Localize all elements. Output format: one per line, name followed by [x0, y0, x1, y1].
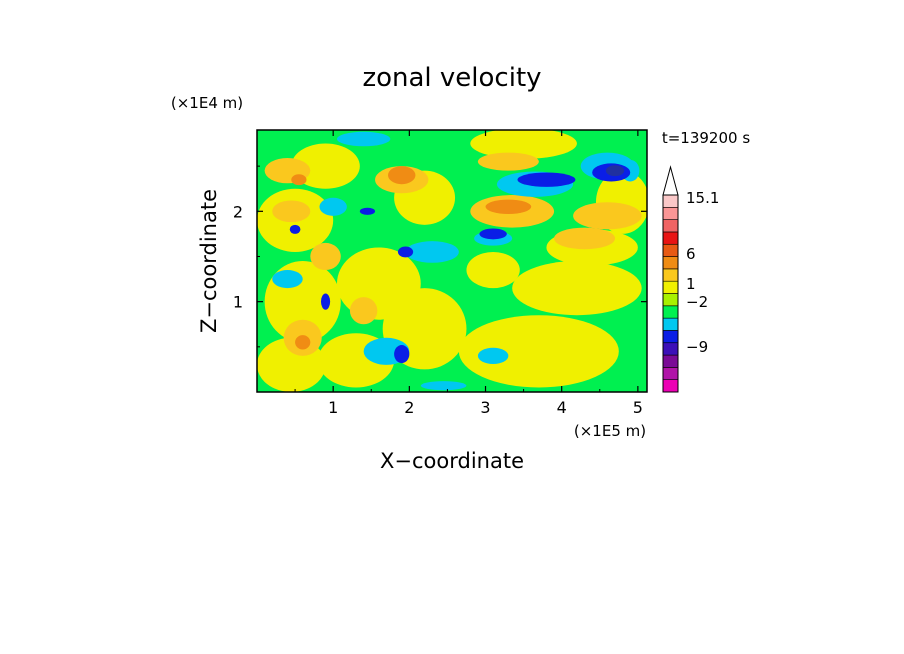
- contour-patch-orange: [272, 200, 311, 223]
- contour-patch-dark_orange: [388, 166, 416, 185]
- contour-patch-cyan: [272, 270, 303, 289]
- contour-patch-dark_orange: [295, 335, 311, 350]
- colorbar-swatch: [662, 367, 679, 380]
- y-tick-label: 1: [233, 293, 243, 312]
- contour-field: [257, 130, 647, 392]
- contour-patch-yellow: [512, 261, 642, 316]
- time-label: t=139200 s: [662, 129, 750, 147]
- contour-patch-cyan: [319, 197, 347, 216]
- colorbar-label: 1: [686, 275, 696, 293]
- colorbar-swatch: [662, 207, 679, 220]
- x-axis-ticks: 1 2 3 4 5: [294, 130, 643, 417]
- colorbar-swatch: [662, 317, 679, 331]
- contour-patch-cyan: [405, 241, 459, 263]
- colorbar-label: −2: [686, 293, 708, 311]
- colorbar-swatch: [662, 268, 679, 282]
- y-tick-label: 2: [233, 202, 243, 221]
- contour-patch-blue: [397, 246, 414, 258]
- x-axis-title: X−coordinate: [380, 449, 524, 473]
- x-tick-label: 2: [404, 398, 414, 417]
- contour-patch-cyan: [477, 347, 509, 364]
- colorbar-swatch: [662, 256, 679, 270]
- colorbar-swatch: [662, 293, 679, 307]
- contour-patch-orange: [554, 227, 616, 250]
- colorbar-swatch: [662, 330, 679, 344]
- contour-patch-cyan: [336, 131, 391, 147]
- contour-patch-orange: [477, 152, 539, 171]
- contour-patch-cyan: [420, 381, 467, 391]
- x-unit-label: (×1E5 m): [574, 422, 646, 440]
- colorbar-frame: [662, 194, 679, 393]
- y-unit-label: (×1E4 m): [171, 94, 243, 112]
- colorbar-swatch: [662, 194, 679, 208]
- contour-patch-orange: [310, 242, 341, 271]
- contour-patch-blue: [359, 207, 376, 215]
- colorbar-swatch: [662, 354, 679, 368]
- contour-patch-orange: [573, 202, 642, 230]
- contour-patch-blue: [320, 293, 331, 310]
- contour-patch-yellow: [458, 315, 619, 388]
- colorbar-swatch: [662, 305, 679, 319]
- contour-patch-blue: [394, 345, 410, 364]
- colorbar-swatch: [662, 231, 679, 245]
- colorbar-swatch: [662, 219, 679, 233]
- contour-patch-blue: [289, 224, 301, 234]
- colorbar-extend-arrow: [662, 165, 679, 196]
- colorbar-label: −9: [686, 338, 708, 356]
- contour-patch-yellow: [470, 130, 577, 159]
- contour-patch-yellow: [291, 143, 360, 189]
- colorbar: 15.1 6 1−2 −9: [662, 165, 719, 393]
- contour-patch-dark_orange: [485, 199, 532, 215]
- x-tick-label: 5: [633, 398, 643, 417]
- y-axis-title: Z−coordinate: [197, 189, 221, 333]
- chart-title: zonal velocity: [362, 63, 541, 93]
- contour-patch-blue: [479, 228, 507, 240]
- colorbar-swatch: [662, 379, 679, 393]
- colorbar-label: 6: [686, 245, 696, 263]
- contour-patch-blue: [517, 172, 576, 187]
- x-tick-label: 1: [328, 398, 338, 417]
- x-tick-label: 3: [480, 398, 490, 417]
- colorbar-label: 15.1: [686, 189, 719, 207]
- contour-patch-navy: [605, 165, 625, 177]
- contour-patch-orange: [349, 297, 378, 325]
- colorbar-swatch: [662, 280, 679, 294]
- colorbar-swatch: [662, 243, 679, 257]
- contour-patch-yellow: [466, 251, 520, 289]
- colorbar-swatch: [662, 342, 679, 356]
- x-tick-label: 4: [557, 398, 567, 417]
- contour-patch-dark_orange: [291, 174, 307, 186]
- plot-frame: [256, 129, 648, 393]
- y-axis-ticks: 12: [233, 165, 647, 348]
